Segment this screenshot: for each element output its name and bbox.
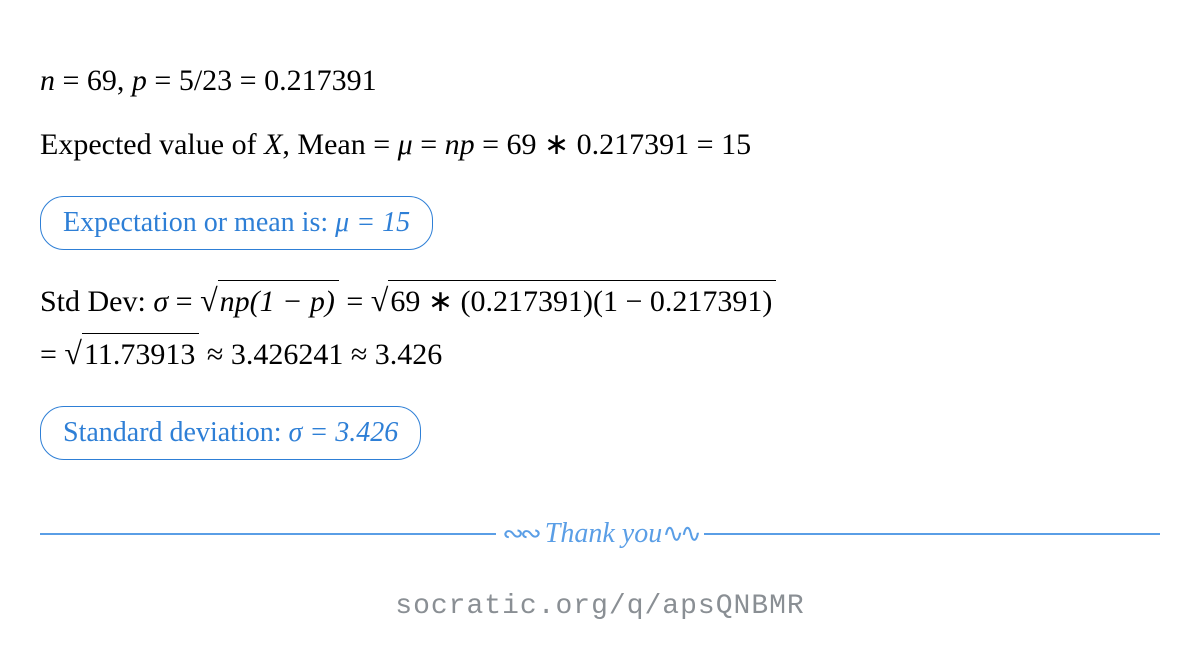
var-p: p <box>132 64 147 97</box>
var-sigma: σ <box>153 285 168 318</box>
expected-line: Expected value of X, Mean = μ = np = 69 … <box>40 124 1160 166</box>
expected-mid: , Mean = <box>282 128 397 161</box>
std-line2-rest: ≈ 3.426241 ≈ 3.426 <box>199 338 442 371</box>
expected-prefix: Expected value of <box>40 128 264 161</box>
squiggle-right-icon: ∿∿ <box>662 519 698 548</box>
box1-text: Expectation or mean is: <box>63 207 335 238</box>
box2-val: σ = 3.426 <box>289 417 399 448</box>
sqrt-icon: √ <box>371 278 389 323</box>
footer-url: socratic.org/q/apsQNBMR <box>0 591 1200 622</box>
std-eq: = <box>168 285 200 318</box>
expected-result: = 69 ∗ 0.217391 = 15 <box>475 128 751 161</box>
expectation-box: Expectation or mean is: μ = 15 <box>40 196 433 250</box>
thank-you-text: ∾∾ Thank you∿∿ <box>496 518 704 550</box>
std-prefix: Std Dev: <box>40 285 153 318</box>
squiggle-left-icon: ∾∾ <box>502 519 538 548</box>
params-eq1: = 69, <box>55 64 132 97</box>
box2-text: Standard deviation: <box>63 417 289 448</box>
sqrt-content-3: 11.73913 <box>82 333 199 376</box>
box1-val: μ = 15 <box>335 207 410 238</box>
divider-line-left <box>40 533 496 536</box>
divider-line-right <box>704 533 1160 536</box>
sqrt-content-2: 69 ∗ (0.217391)(1 − 0.217391) <box>388 280 776 323</box>
var-n: n <box>40 64 55 97</box>
params-eq2: = 5/23 = 0.217391 <box>147 64 377 97</box>
sqrt-icon: √ <box>64 331 82 376</box>
std-line2-eq: = <box>40 338 64 371</box>
var-mu: μ <box>398 128 413 161</box>
std-line-1: Std Dev: σ = √np(1 − p) = √69 ∗ (0.21739… <box>40 278 1160 323</box>
sqrt-content-1: np(1 − p) <box>218 280 339 323</box>
thank-you-label: Thank you <box>545 518 662 549</box>
var-X: X <box>264 128 282 161</box>
expected-eqn: = <box>413 128 445 161</box>
var-np: np <box>445 128 475 161</box>
params-line: n = 69, p = 5/23 = 0.217391 <box>40 60 1160 102</box>
sqrt1-inner: np(1 − p) <box>220 285 335 318</box>
std-line-2: = √11.73913 ≈ 3.426241 ≈ 3.426 <box>40 331 1160 376</box>
std-mid: = <box>339 285 371 318</box>
divider-row: ∾∾ Thank you∿∿ <box>40 518 1160 550</box>
sqrt-icon: √ <box>200 278 218 323</box>
stddev-box: Standard deviation: σ = 3.426 <box>40 406 421 460</box>
